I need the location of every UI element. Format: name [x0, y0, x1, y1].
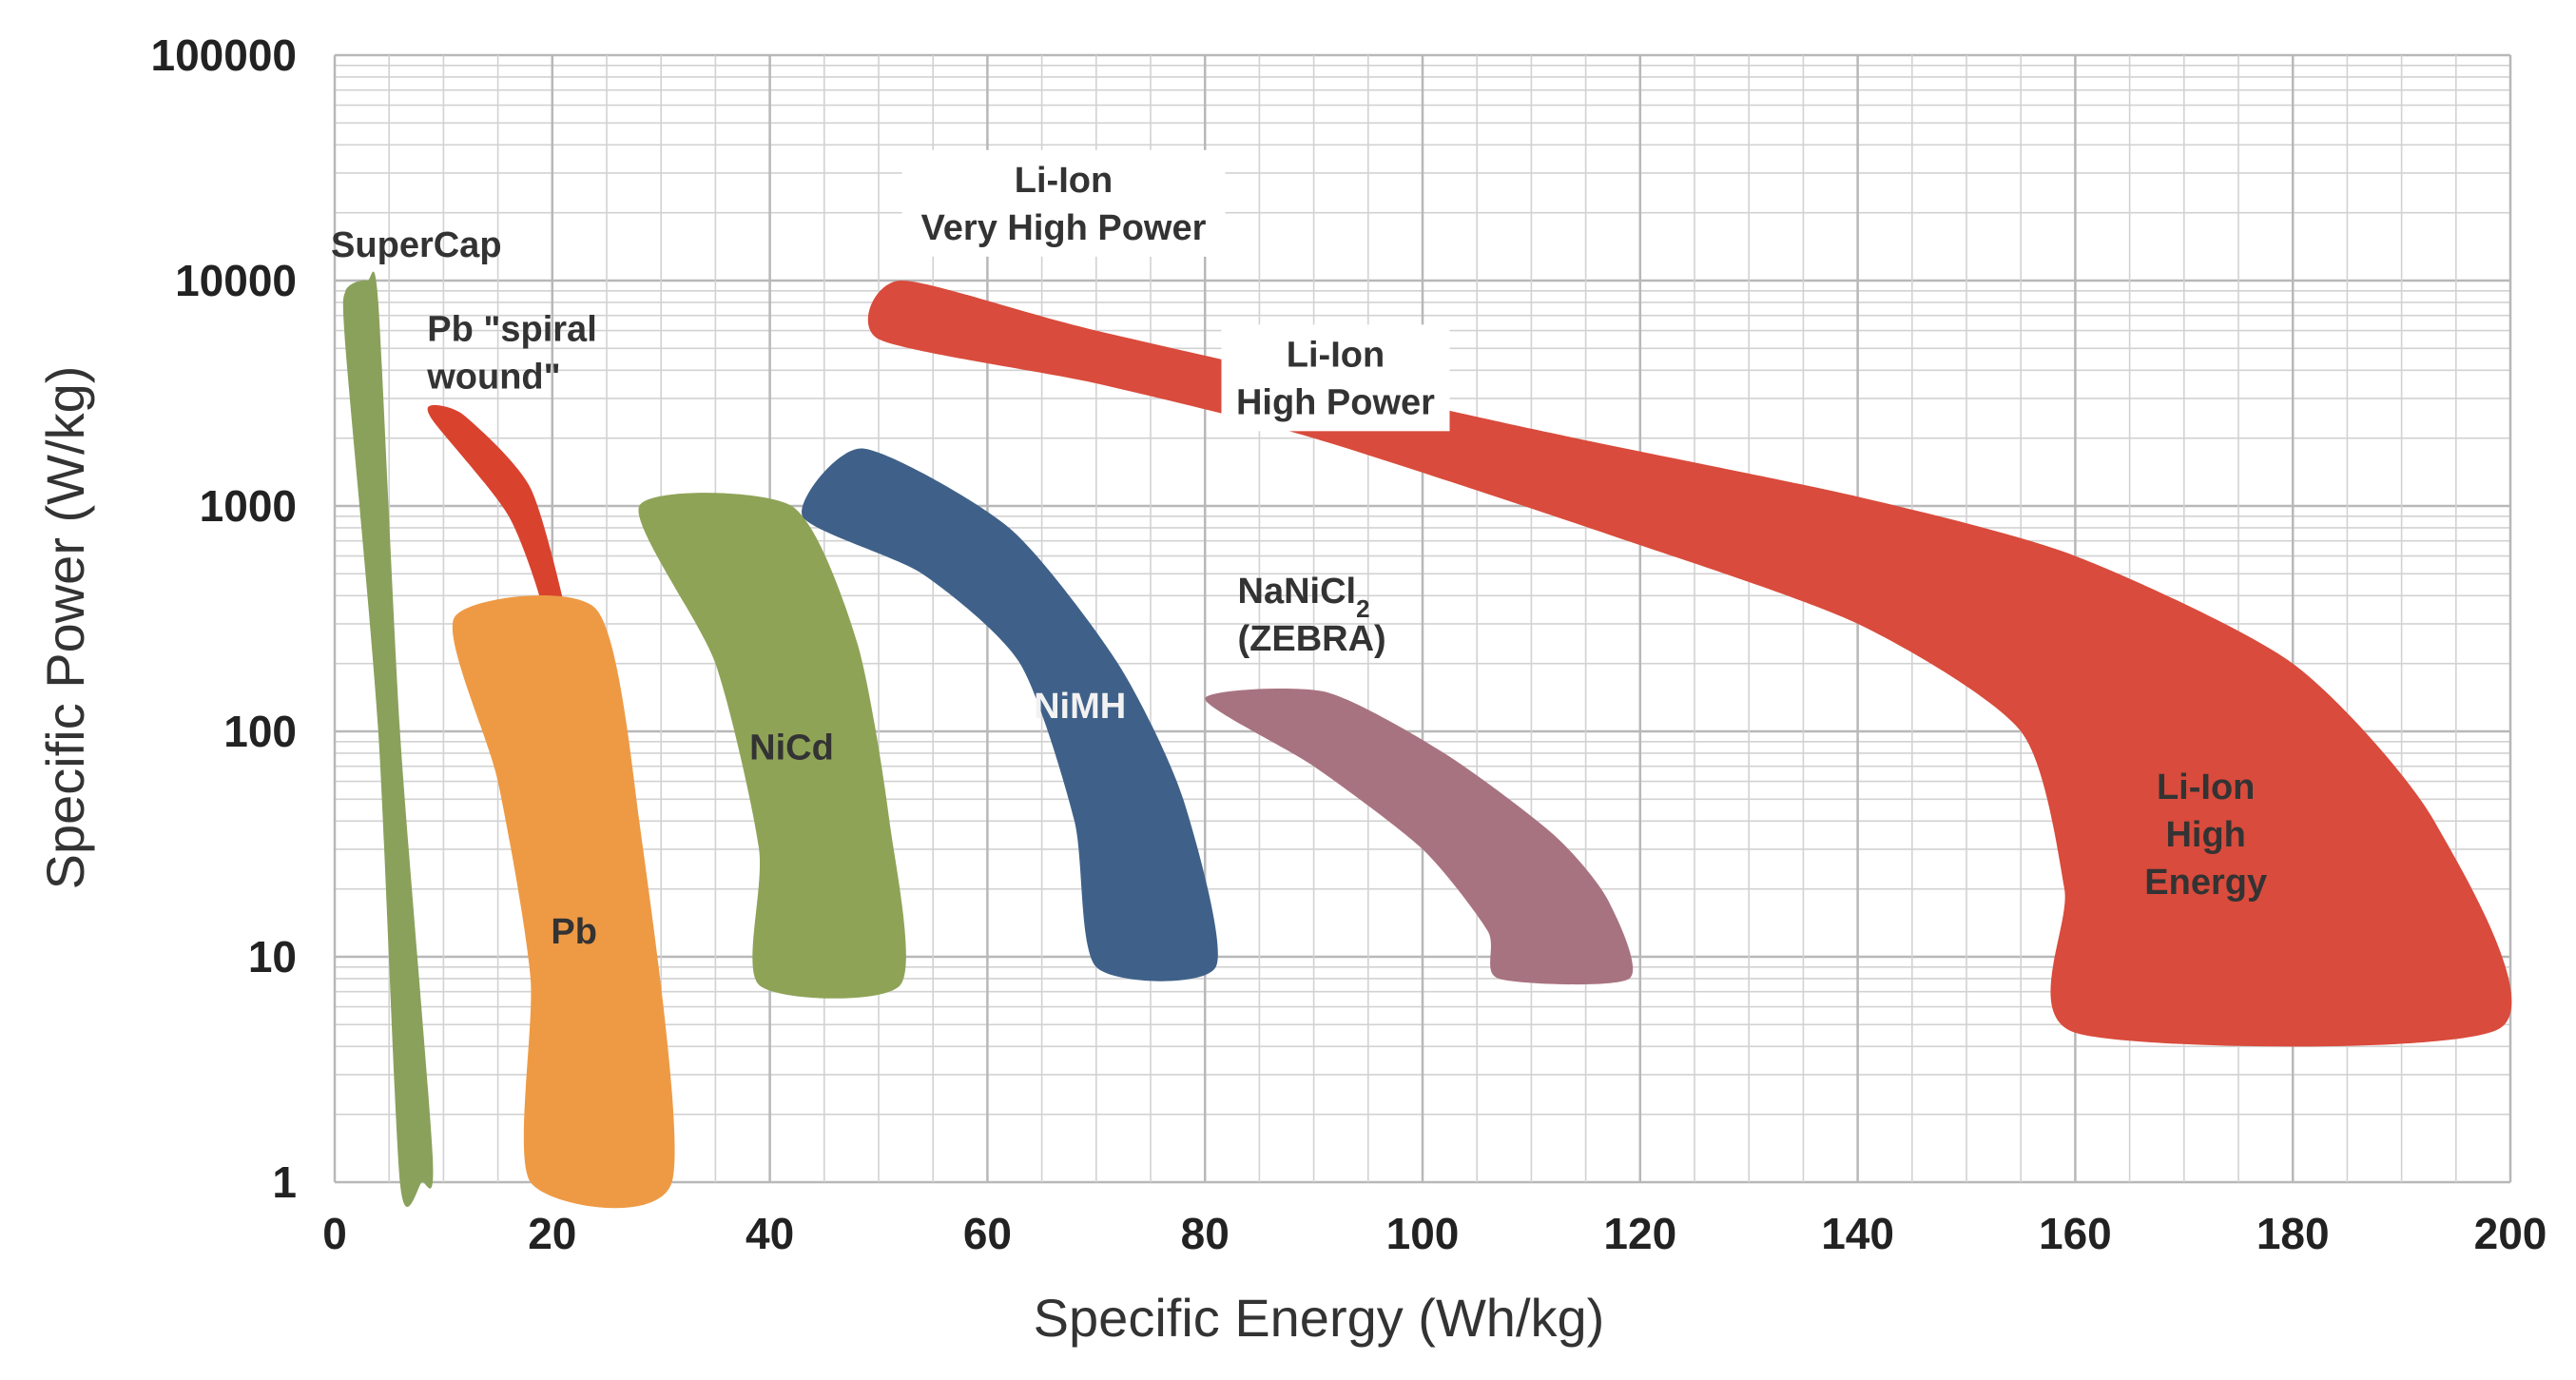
ticks: 0 20 40 60 80 100 120 140 160 180 200 1 10 100 1000 100…: [151, 30, 2547, 1258]
y-axis-title: Specific Power (W/kg): [35, 366, 95, 890]
region-label-nicd: NiCd: [749, 729, 834, 768]
x-tick-label: 200: [2474, 1209, 2547, 1258]
x-tick-label: 180: [2256, 1209, 2330, 1258]
region-nanicl2-zebra: [1205, 688, 1634, 985]
region-label-pb-spiral-wound: Pb "spiral wound": [426, 310, 597, 398]
annotation-backdrop: [1221, 324, 1450, 432]
annotations: Li-Ion Very High Power Li-Ion High Power: [901, 149, 1450, 432]
region-nicd: [638, 493, 906, 999]
region-label-pb: Pb: [551, 912, 597, 952]
x-tick-label: 60: [963, 1209, 1012, 1258]
x-tick-label: 20: [528, 1209, 576, 1258]
region-supercap: [342, 271, 434, 1208]
y-tick-label: 10000: [175, 256, 297, 305]
annotation-text: Li-Ion High Power: [1236, 335, 1435, 422]
y-tick-label: 1: [272, 1157, 297, 1207]
regions: SuperCap Pb "spiral wound" Pb NiCd NiMH NaNiCl…: [331, 225, 2512, 1209]
x-tick-label: 160: [2039, 1209, 2112, 1258]
y-tick-label: 10: [248, 932, 297, 982]
x-axis-title: Specific Energy (Wh/kg): [1034, 1288, 1605, 1348]
x-tick-label: 40: [746, 1209, 794, 1258]
annotation-1: Li-Ion Very High Power: [901, 149, 1226, 257]
annotation-text: Li-Ion Very High Power: [921, 161, 1207, 248]
region-label-li-ion: Li-Ion High Energy: [2144, 768, 2267, 903]
x-tick-label: 120: [1603, 1209, 1676, 1258]
region-label-supercap: SuperCap: [331, 225, 501, 265]
region-pb: [452, 594, 675, 1209]
x-tick-label: 80: [1181, 1209, 1230, 1258]
region-label-nanicl2-zebra: NaNiCl2 (ZEBRA): [1238, 572, 1386, 659]
y-tick-label: 1000: [200, 481, 297, 531]
region-label-nimh: NiMH: [1034, 687, 1126, 727]
annotation-2: Li-Ion High Power: [1221, 324, 1450, 432]
region-nimh: [802, 448, 1218, 982]
x-tick-label: 140: [1821, 1209, 1894, 1258]
y-tick-label: 100: [223, 707, 297, 756]
annotation-backdrop: [901, 149, 1226, 257]
region-li-ion: [867, 280, 2512, 1047]
x-tick-label: 100: [1386, 1209, 1460, 1258]
x-tick-label: 0: [322, 1209, 347, 1258]
y-tick-label: 100000: [151, 30, 298, 80]
